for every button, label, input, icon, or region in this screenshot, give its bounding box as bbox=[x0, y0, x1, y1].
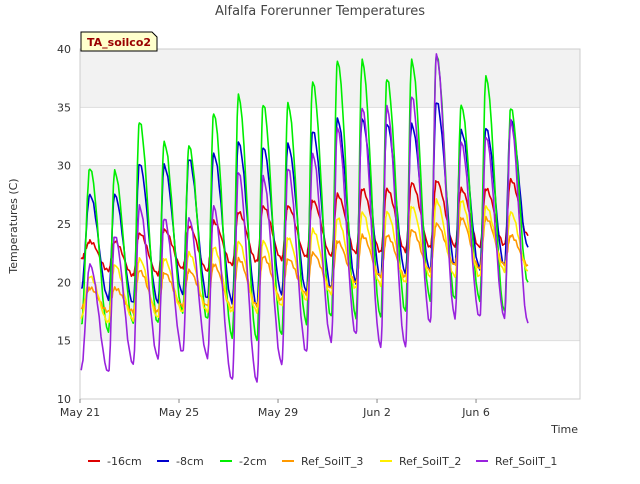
series-line-ref-soilt-3 bbox=[80, 215, 529, 314]
y-tick-label: 35 bbox=[57, 101, 71, 114]
legend: -16cm -8cm -2cm Ref_SoilT_3 Ref_SoilT_2 Ref_S… bbox=[88, 455, 557, 468]
background-band bbox=[80, 165, 580, 224]
station-label-badge: TA_soilco2 bbox=[80, 31, 158, 52]
series-line-ref-soilt-2 bbox=[80, 198, 529, 324]
x-tick-label: Jun 6 bbox=[461, 406, 490, 419]
series-line--16cm bbox=[80, 177, 529, 278]
x-tick-label: Jun 2 bbox=[362, 406, 391, 419]
y-tick-label: 20 bbox=[57, 276, 71, 289]
legend-label: -16cm bbox=[107, 455, 142, 468]
series-line--2cm bbox=[80, 54, 529, 342]
plot-area-frame bbox=[79, 48, 581, 400]
chart-title: Alfalfa Forerunner Temperatures bbox=[215, 4, 425, 19]
y-axis-label: Temperatures (C) bbox=[7, 178, 20, 274]
legend-label: Ref_SoilT_2 bbox=[399, 455, 461, 468]
x-axis-label: Time bbox=[550, 423, 578, 436]
legend-label: Ref_SoilT_3 bbox=[301, 455, 363, 468]
x-tick-label: May 29 bbox=[258, 406, 298, 419]
y-tick-label: 10 bbox=[57, 393, 71, 406]
legend-label: -8cm bbox=[176, 455, 204, 468]
y-tick-label: 30 bbox=[57, 160, 71, 173]
background-band bbox=[80, 49, 580, 108]
x-tick-label: May 21 bbox=[60, 406, 100, 419]
legend-label: -2cm bbox=[239, 455, 267, 468]
series-line-ref-soilt-1 bbox=[80, 53, 529, 383]
station-label: TA_soilco2 bbox=[87, 36, 151, 49]
y-tick-label: 15 bbox=[57, 335, 71, 348]
legend-label: Ref_SoilT_1 bbox=[495, 455, 557, 468]
y-tick-label: 25 bbox=[57, 218, 71, 231]
y-tick-label: 40 bbox=[57, 43, 71, 56]
x-tick-label: May 25 bbox=[159, 406, 199, 419]
